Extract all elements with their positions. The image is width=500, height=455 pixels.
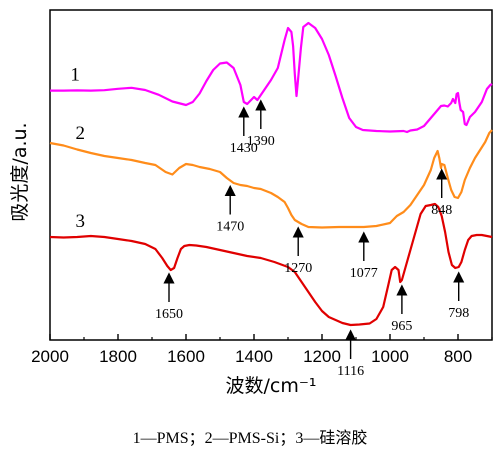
annotation-label: 848 <box>431 203 452 218</box>
x-tick-label: 2000 <box>31 347 69 366</box>
x-tick-label: 1200 <box>303 347 341 366</box>
x-axis-title: 波数/cm⁻¹ <box>225 375 316 397</box>
annotation-label: 1430 <box>230 141 258 156</box>
series-label-3: 3 <box>76 211 86 232</box>
x-tick-label: 1800 <box>99 347 137 366</box>
annotation-label: 1390 <box>247 134 275 149</box>
x-tick-label: 1000 <box>371 347 409 366</box>
series-2-line <box>49 129 493 229</box>
figure-caption: 1—PMS；2—PMS-Si；3—硅溶胶 <box>132 430 368 447</box>
series-label-2: 2 <box>76 123 86 144</box>
annotation-label: 1650 <box>155 307 183 322</box>
annotation-label: 1470 <box>216 220 244 235</box>
series-group <box>49 21 493 327</box>
y-axis-title: 吸光度/a.u. <box>9 122 31 221</box>
annotation-label: 1270 <box>284 261 312 276</box>
series-label-group: 1 2 3 <box>70 65 85 233</box>
series-1-line <box>50 21 493 134</box>
annotation-label: 1077 <box>350 266 378 281</box>
x-tick-label: 800 <box>444 347 472 366</box>
x-tick-label: 1600 <box>167 347 205 366</box>
x-tick-label: 1400 <box>235 347 273 366</box>
annotation-label: 1116 <box>337 364 364 379</box>
plot-frame <box>49 9 493 341</box>
annotation-label: 798 <box>448 306 469 321</box>
series-3-line <box>49 202 493 327</box>
x-axis-ticks: 2000 1800 1600 1400 1200 1000 800 <box>31 334 493 366</box>
annotation-label: 965 <box>391 319 412 334</box>
series-label-1: 1 <box>70 65 80 86</box>
